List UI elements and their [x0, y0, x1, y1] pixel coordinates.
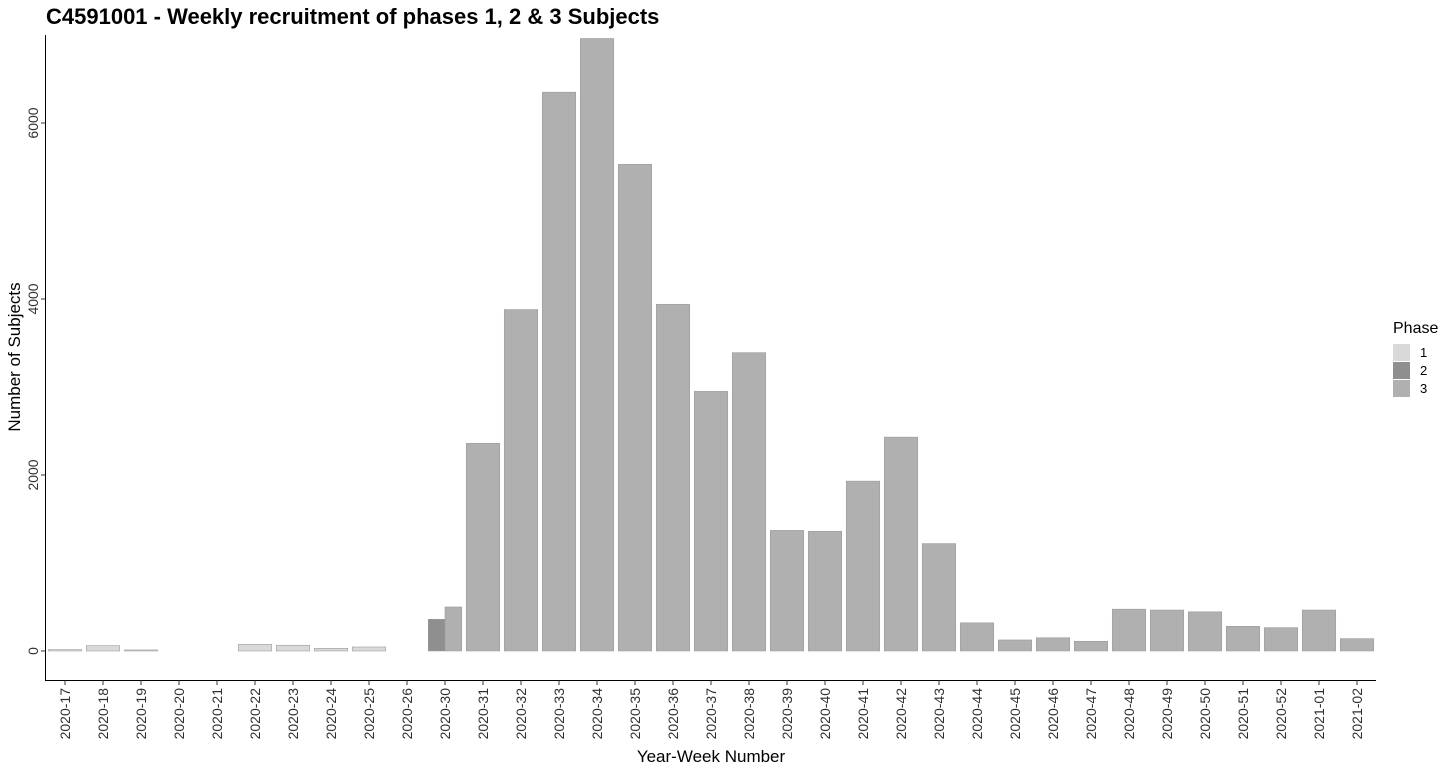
- y-tick-label: 2000: [25, 459, 41, 490]
- x-tick-label: 2020-47: [1083, 688, 1099, 740]
- bar-2020-24-phase-1: [313, 648, 349, 652]
- bar-2020-50-phase-3: [1187, 611, 1223, 652]
- x-axis-title: Year-Week Number: [637, 747, 786, 766]
- bar-2020-44-phase-3: [959, 622, 995, 652]
- x-tick-label: 2020-32: [513, 688, 529, 740]
- y-axis-title: Number of Subjects: [5, 282, 24, 431]
- bar-2020-45-phase-3: [997, 639, 1033, 652]
- bar-2020-35-phase-3: [617, 164, 653, 652]
- legend-label-phase-2: 2: [1420, 363, 1427, 378]
- x-tick-label: 2020-45: [1007, 688, 1023, 740]
- x-tick-label: 2020-41: [855, 688, 871, 740]
- x-tick-label: 2020-24: [323, 688, 339, 740]
- bar-2020-17-phase-1: [47, 649, 83, 652]
- bar-2020-37-phase-3: [693, 391, 729, 652]
- legend-title: Phase: [1393, 320, 1438, 337]
- bar-2020-43-phase-3: [921, 543, 957, 652]
- x-tick-label: 2020-17: [57, 688, 73, 740]
- x-ticks: 2020-17 2020-18 2020-19 2020-20 2020-21 2020-…: [57, 680, 1365, 740]
- x-tick-label: 2020-35: [627, 688, 643, 740]
- chart-title: C4591001 - Weekly recruitment of phases …: [46, 4, 659, 29]
- x-tick-label: 2020-51: [1235, 688, 1251, 740]
- legend-label-phase-3: 3: [1420, 381, 1427, 396]
- x-tick-label: 2020-18: [95, 688, 111, 740]
- bar-2020-25-phase-1: [351, 646, 387, 652]
- bar-2020-36-phase-3: [655, 303, 691, 652]
- x-tick-label: 2020-30: [437, 688, 453, 740]
- x-tick-label: 2021-01: [1311, 688, 1327, 740]
- bar-2020-32-phase-3: [503, 309, 539, 652]
- bar-2020-33-phase-3: [541, 91, 577, 652]
- bar-2020-47-phase-3: [1073, 640, 1109, 652]
- bar-2020-18-phase-1: [85, 645, 121, 652]
- bar-2020-39-phase-3: [769, 530, 805, 652]
- x-tick-label: 2020-37: [703, 688, 719, 740]
- y-axis-title-group: Number of Subjects: [5, 282, 24, 431]
- x-tick-label: 2020-50: [1197, 688, 1213, 740]
- bar-2020-19-phase-1: [123, 649, 159, 652]
- bar-2020-48-phase-3: [1111, 608, 1147, 652]
- x-tick-label: 2020-36: [665, 688, 681, 740]
- legend-key-phase-3: [1393, 380, 1410, 397]
- bar-2021-01-phase-3: [1301, 609, 1337, 652]
- x-tick-label: 2020-19: [133, 688, 149, 740]
- x-tick-label: 2020-43: [931, 688, 947, 740]
- bar-2020-49-phase-3: [1149, 609, 1185, 652]
- x-tick-label: 2020-38: [741, 688, 757, 740]
- legend-items: 1 2 3: [1393, 344, 1427, 397]
- x-tick-label: 2020-40: [817, 688, 833, 740]
- y-tick-label: 6000: [25, 107, 41, 138]
- x-tick-label: 2020-48: [1121, 688, 1137, 740]
- bar-2020-22-phase-1: [237, 644, 273, 652]
- x-tick-label: 2020-46: [1045, 688, 1061, 740]
- bar-2020-52-phase-3: [1263, 627, 1299, 652]
- x-tick-label: 2020-26: [399, 688, 415, 740]
- legend-key-phase-1: [1393, 344, 1410, 361]
- y-tick-label: 4000: [25, 283, 41, 314]
- bar-2020-34-phase-3: [579, 38, 615, 652]
- bar-2020-41-phase-3: [845, 480, 881, 652]
- bar-2020-30-phase-3: [444, 606, 463, 652]
- bar-2021-02-phase-3: [1339, 638, 1375, 652]
- x-tick-label: 2020-44: [969, 688, 985, 740]
- bar-2020-31-phase-3: [465, 442, 501, 652]
- y-tick-label: 0: [25, 647, 41, 655]
- x-tick-label: 2020-39: [779, 688, 795, 740]
- x-tick-label: 2020-23: [285, 688, 301, 740]
- x-tick-label: 2020-34: [589, 688, 605, 740]
- bar-2020-42-phase-3: [883, 436, 919, 652]
- bar-2020-30-phase-2: [427, 618, 446, 652]
- bar-2020-51-phase-3: [1225, 626, 1261, 652]
- x-tick-label: 2020-22: [247, 688, 263, 740]
- x-tick-label: 2020-31: [475, 688, 491, 740]
- x-tick-label: 2020-20: [171, 688, 187, 740]
- legend: Phase 1 2 3: [1393, 320, 1438, 397]
- x-tick-label: 2020-33: [551, 688, 567, 740]
- x-tick-label: 2020-42: [893, 688, 909, 740]
- legend-key-phase-2: [1393, 362, 1410, 379]
- x-tick-label: 2020-21: [209, 688, 225, 740]
- bar-2020-46-phase-3: [1035, 637, 1071, 652]
- legend-label-phase-1: 1: [1420, 345, 1427, 360]
- y-ticks: 0 2000 4000 6000: [25, 107, 46, 655]
- bar-2020-40-phase-3: [807, 530, 843, 652]
- x-tick-label: 2021-02: [1349, 688, 1365, 740]
- bars: [47, 38, 1375, 652]
- x-tick-label: 2020-25: [361, 688, 377, 740]
- x-tick-label: 2020-52: [1273, 688, 1289, 740]
- bar-2020-23-phase-1: [275, 644, 311, 652]
- x-tick-label: 2020-49: [1159, 688, 1175, 740]
- bar-2020-38-phase-3: [731, 352, 767, 652]
